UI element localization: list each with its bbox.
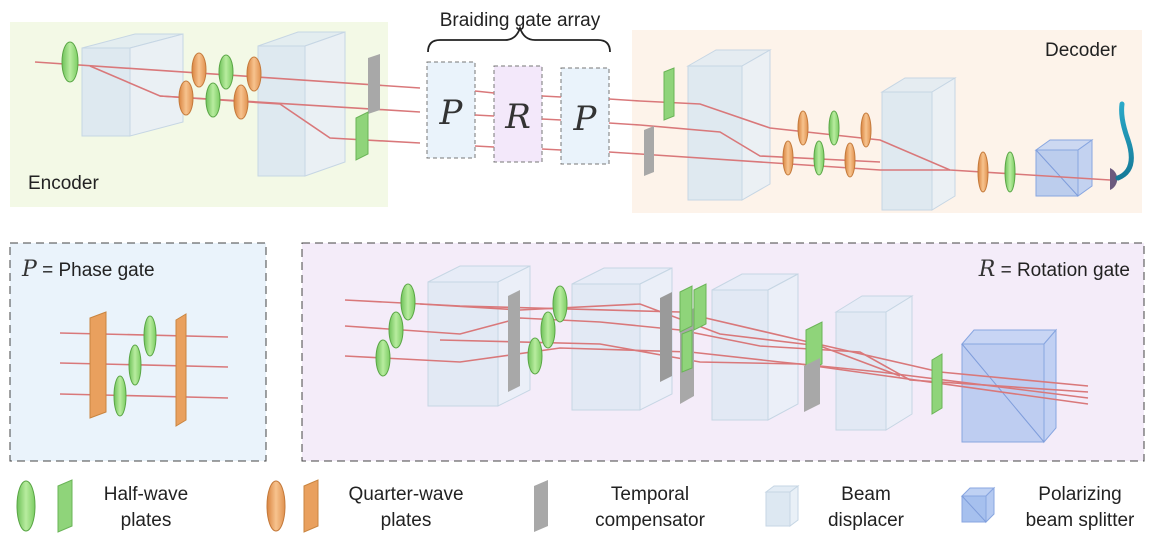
phase-gate-title: P = Phase gate <box>21 257 155 282</box>
hwp-rotation-1 <box>400 283 416 321</box>
quarter-wave-plate-icon <box>266 480 286 532</box>
hwp-plate-r1 <box>679 285 693 333</box>
hwp-plate-r5 <box>931 353 943 415</box>
hwp-rotation-6 <box>527 337 543 375</box>
hwp-decoder-2 <box>813 140 825 176</box>
pbs-decoder <box>1034 139 1094 197</box>
hwp-plate-encoder <box>355 111 369 161</box>
legend-item-temporal: Temporal compensator <box>534 480 706 532</box>
temporal-compensator-encoder <box>368 54 380 114</box>
hwp-plate-decoder <box>663 67 675 121</box>
beam-displacer-r2 <box>571 267 673 411</box>
gate-letter-p1: P <box>439 93 464 133</box>
detector-icon <box>1110 168 1118 190</box>
qwp-decoder-3 <box>782 140 794 176</box>
hwp-encoder-3 <box>205 82 221 118</box>
hwp-phase-2 <box>128 344 142 386</box>
legend-item-half-wave: Half-wave plates <box>16 479 188 533</box>
qwp-encoder-3 <box>178 80 194 116</box>
gate-box-p1: P <box>426 61 476 159</box>
hwp-decoder-3 <box>1004 151 1016 193</box>
beam-displacer-icon <box>764 485 800 527</box>
gate-letter-r: R <box>504 97 531 137</box>
beam-displacer-1 <box>81 33 184 137</box>
hwp-rotation-3 <box>375 339 391 377</box>
half-wave-plate-icon <box>16 480 36 532</box>
legend-label-pbs-2: beam splitter <box>1026 510 1135 531</box>
legend-label-temporal-1: Temporal <box>611 484 689 505</box>
legend-label-quarter-wave-2: plates <box>381 510 432 531</box>
half-wave-plate-slab-icon <box>57 479 73 533</box>
qwp-encoder-2 <box>246 56 262 92</box>
beam-displacer-r1 <box>427 265 531 407</box>
encoder-label: Encoder <box>28 173 99 194</box>
hwp-decoder-1 <box>828 110 840 146</box>
gate-array-brace <box>427 25 611 53</box>
beam-displacer-4 <box>880 77 957 211</box>
polarizing-beam-splitter-icon <box>960 486 996 524</box>
hwp-encoder-2 <box>218 54 234 90</box>
hwp-phase-3 <box>113 375 127 417</box>
hwp-rotation-5 <box>540 311 556 349</box>
hwp-rotation-4 <box>552 285 568 323</box>
qwp-decoder-4 <box>844 142 856 178</box>
legend-label-temporal-2: compensator <box>595 510 706 531</box>
legend-label-quarter-wave-1: Quarter-wave <box>348 484 463 505</box>
temporal-compensator-r4 <box>804 358 820 412</box>
beam-displacer-2 <box>257 31 346 177</box>
optical-fiber <box>1115 101 1134 181</box>
legend: Half-wave plates Quarter-wave plates Tem… <box>16 479 1135 533</box>
hwp-plate-r2 <box>693 283 707 331</box>
hwp-encoder-1 <box>61 41 79 83</box>
qwp-decoder-1 <box>797 110 809 146</box>
decoder-label: Decoder <box>1045 40 1117 61</box>
qwp-encoder-4 <box>233 84 249 120</box>
qwp-plate-phase-2 <box>175 313 187 427</box>
legend-item-quarter-wave: Quarter-wave plates <box>266 479 464 533</box>
qwp-decoder-5 <box>977 151 989 193</box>
legend-item-pbs: Polarizing beam splitter <box>960 484 1135 531</box>
gate-box-p2: P <box>560 67 610 165</box>
temporal-compensator-r1 <box>508 290 520 392</box>
qwp-plate-phase-1 <box>89 311 107 419</box>
legend-label-half-wave-2: plates <box>121 510 172 531</box>
quarter-wave-plate-slab-icon <box>303 479 319 533</box>
gate-box-r: R <box>493 65 543 163</box>
legend-label-half-wave-1: Half-wave <box>104 484 188 505</box>
qwp-encoder-1 <box>191 52 207 88</box>
rotation-gate-title: R = Rotation gate <box>978 257 1130 282</box>
hwp-rotation-2 <box>388 311 404 349</box>
temporal-compensator-decoder <box>644 126 654 176</box>
beam-displacer-3 <box>686 49 772 201</box>
gate-beams <box>474 90 641 155</box>
qwp-decoder-2 <box>860 112 872 148</box>
temporal-compensator-icon <box>534 480 548 532</box>
gate-letter-p2: P <box>573 99 598 139</box>
legend-label-pbs-1: Polarizing <box>1038 484 1121 505</box>
gate-array-label: Braiding gate array <box>440 10 601 31</box>
legend-label-displacer-2: displacer <box>828 510 905 531</box>
legend-label-displacer-1: Beam <box>841 484 891 505</box>
temporal-compensator-r2 <box>660 292 672 382</box>
hwp-plate-r3 <box>681 329 693 373</box>
hwp-phase-1 <box>143 315 157 357</box>
legend-item-displacer: Beam displacer <box>764 484 905 531</box>
